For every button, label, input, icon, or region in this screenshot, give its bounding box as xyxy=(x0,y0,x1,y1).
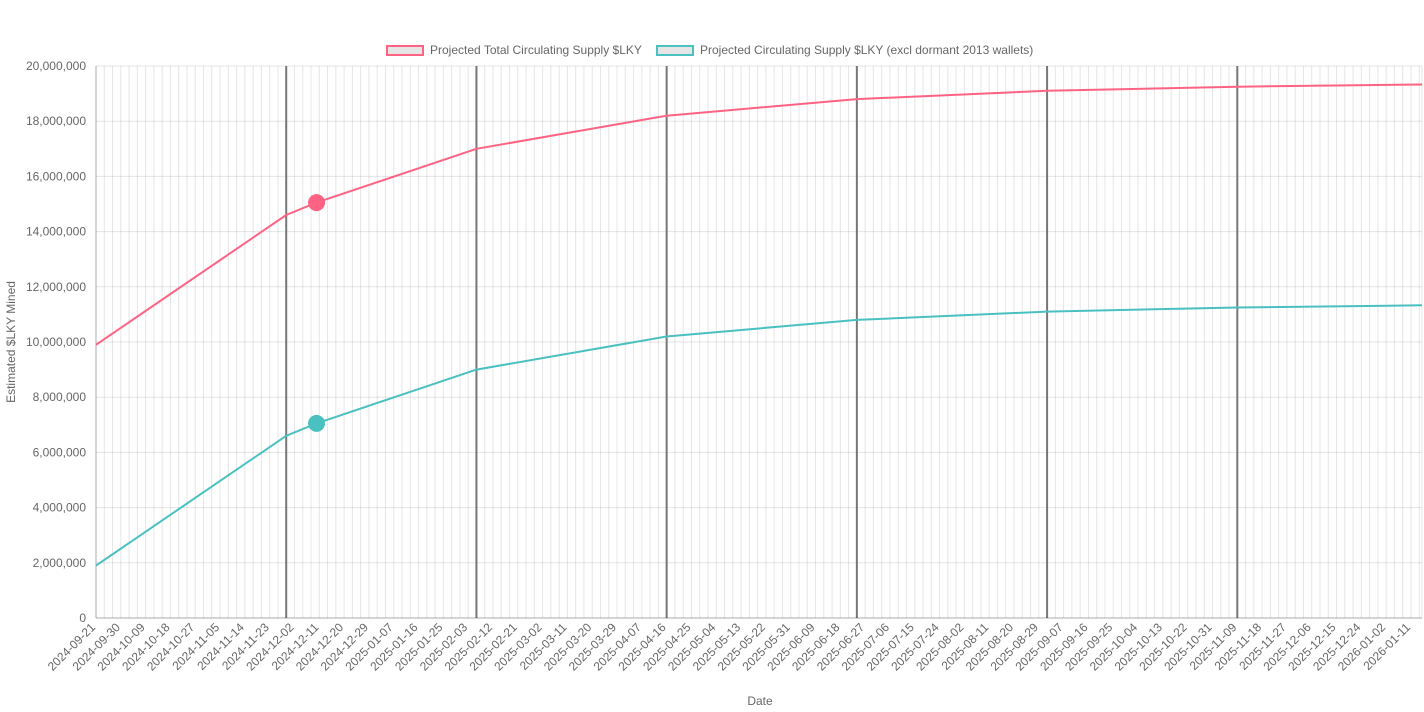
series-line-0 xyxy=(95,83,1423,346)
y-tick-label: 20,000,000 xyxy=(26,59,86,73)
y-tick-label: 6,000,000 xyxy=(33,445,87,459)
legend-item-total-supply[interactable]: Projected Total Circulating Supply $LKY xyxy=(386,42,642,58)
y-tick-label: 0 xyxy=(79,611,86,625)
current-point-1 xyxy=(308,414,326,432)
series-line-1 xyxy=(95,304,1423,567)
series-lines xyxy=(95,83,1423,567)
y-axis-title: Estimated $LKY Mined xyxy=(4,281,18,403)
y-tick-label: 8,000,000 xyxy=(33,390,87,404)
legend-label-excl: Projected Circulating Supply $LKY (excl … xyxy=(700,43,1034,57)
y-tick-label: 14,000,000 xyxy=(26,225,86,239)
vertical-markers xyxy=(285,66,1239,618)
current-point-0 xyxy=(308,194,326,212)
y-tick-label: 12,000,000 xyxy=(26,280,86,294)
legend-swatch-excl xyxy=(656,44,694,56)
x-axis-title: Date xyxy=(747,694,773,708)
y-tick-label: 4,000,000 xyxy=(33,501,87,515)
grid-lines xyxy=(95,65,1422,619)
legend-item-excl-dormant[interactable]: Projected Circulating Supply $LKY (excl … xyxy=(656,42,1033,58)
legend-swatch-total xyxy=(386,44,424,56)
legend-label-total: Projected Total Circulating Supply $LKY xyxy=(430,43,642,57)
y-tick-label: 10,000,000 xyxy=(26,335,86,349)
current-points xyxy=(308,194,326,432)
y-tick-label: 2,000,000 xyxy=(33,556,87,570)
y-tick-label: 16,000,000 xyxy=(26,169,86,183)
y-tick-label: 18,000,000 xyxy=(26,114,86,128)
